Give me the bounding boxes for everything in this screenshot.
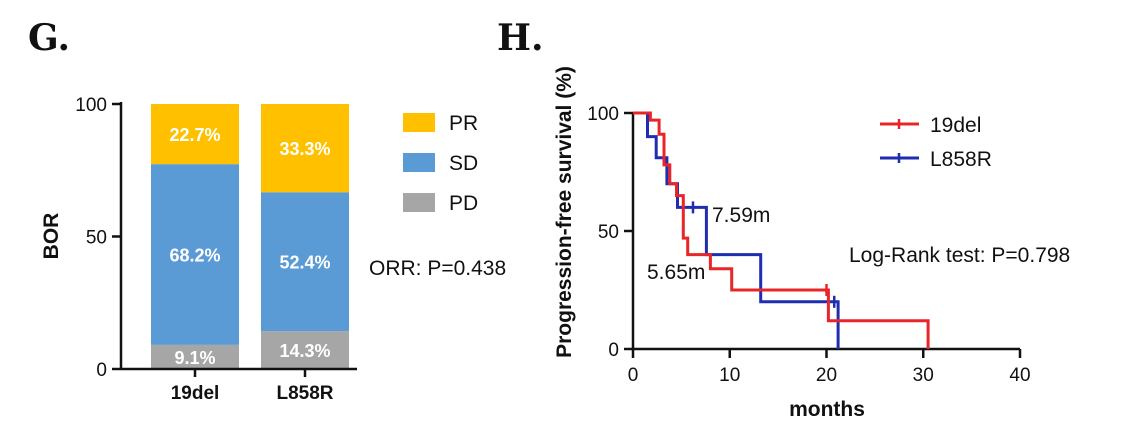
legend-swatch-pr (403, 113, 435, 132)
legend-label-l858r: L858R (930, 148, 992, 171)
km-curve-19del (633, 111, 930, 349)
bar-value-label: 33.3% (279, 139, 330, 159)
bar-legend: PR SD PD (403, 112, 478, 215)
legend-label-pr: PR (449, 112, 478, 135)
km-y-tick-label: 100 (587, 104, 619, 125)
km-x-tick-label: 0 (628, 365, 639, 386)
bar-segment-pr (151, 104, 239, 165)
panel-g: G. BOR 0 50 100 9.1% 68.2% 22.7% 14.3% 52.4% 33… (28, 17, 506, 404)
legend-label-pd: PD (449, 192, 478, 215)
legend-label-19del: 19del (930, 114, 981, 137)
bar-value-label: 68.2% (169, 246, 220, 266)
km-x-tick-label: 10 (719, 365, 740, 386)
bar-segment-pr (261, 104, 349, 193)
panel-label-h: H. (497, 17, 544, 59)
km-y-tick-label: 50 (598, 222, 619, 243)
bar-segment-pd (151, 344, 239, 369)
bar-segment-sd (261, 192, 349, 332)
km-curves (633, 111, 930, 349)
legend-swatch-pd (403, 193, 435, 212)
bar-y-tick-label: 0 (96, 360, 107, 381)
median-19del-annotation: 5.65m (647, 261, 705, 284)
bar-category-label: L858R (276, 383, 333, 404)
legend-swatch-sd (403, 153, 435, 172)
bar-value-label: 52.4% (279, 253, 330, 273)
km-y-axis-title: Progression-free survival (%) (553, 66, 576, 358)
km-x-tick-label: 40 (1009, 365, 1030, 386)
bar-category-label: 19del (171, 383, 220, 404)
bar-value-label: 22.7% (169, 125, 220, 145)
legend-label-sd: SD (449, 152, 478, 175)
km-y-tick-label: 0 (608, 340, 619, 361)
median-l858r-annotation: 7.59m (712, 204, 770, 227)
bar-y-axis: 0 50 100 (75, 95, 121, 381)
bar-value-label: 14.3% (279, 341, 330, 361)
bar-segment-sd (151, 164, 239, 345)
bar-segment-pd (261, 331, 349, 369)
km-x-tick-label: 20 (816, 365, 837, 386)
km-x-axis-title: months (789, 398, 865, 421)
bar-y-tick-label: 50 (86, 228, 107, 249)
logrank-annotation: Log-Rank test: P=0.798 (849, 244, 1070, 267)
km-x-tick-label: 30 (913, 365, 934, 386)
panel-label-g: G. (28, 17, 70, 59)
bar-y-tick-label: 100 (75, 95, 107, 116)
bar-category-labels: 19del L858R (171, 383, 334, 404)
km-axes-ticks: 0 50 100 0 10 20 30 40 (587, 104, 1030, 386)
km-legend: 19del L858R (880, 114, 992, 171)
bar-value-label: 9.1% (174, 348, 215, 368)
bar-y-axis-title: BOR (40, 213, 63, 260)
orr-annotation: ORR: P=0.438 (369, 257, 506, 280)
bar-segments: 9.1% 68.2% 22.7% 14.3% 52.4% 33.3% (151, 104, 349, 377)
panel-h: H. Progression-free survival (%) months … (497, 17, 1070, 421)
